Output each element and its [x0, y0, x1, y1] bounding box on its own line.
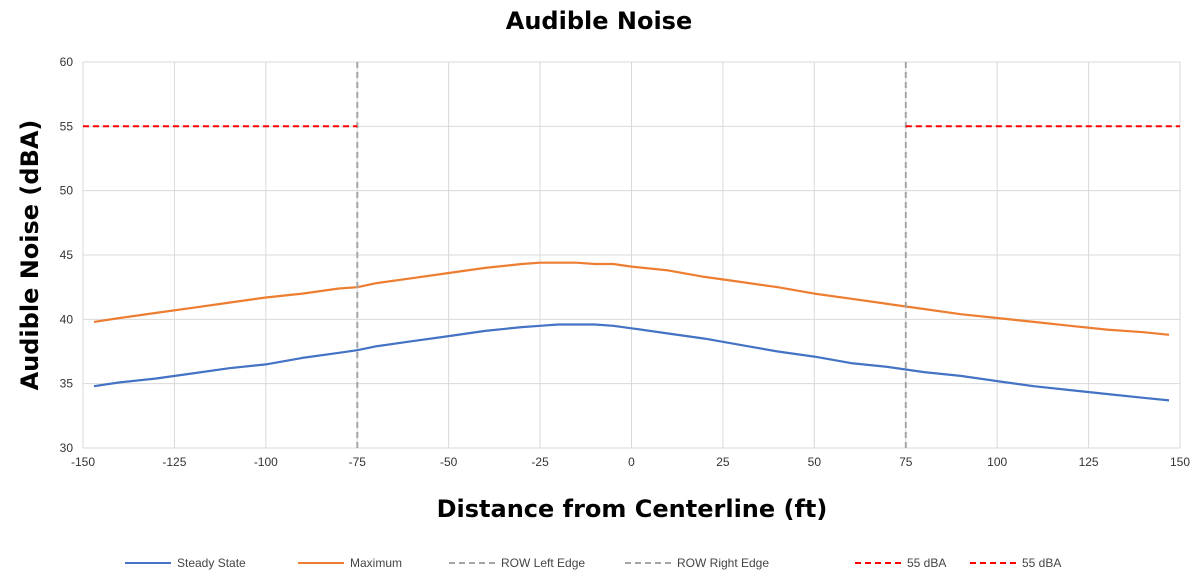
legend-label: 55 dBA: [907, 556, 946, 570]
tick-labels: 30 35 40 45 50 55 60 -150 -125 -100 -75 -50 -25 0 25 50…: [60, 55, 1191, 469]
x-axis-title: Distance from Centerline (ft): [437, 495, 828, 523]
y-tick-label: 45: [60, 248, 74, 262]
x-tick-label: 125: [1079, 455, 1099, 469]
x-tick-label: -50: [440, 455, 458, 469]
legend-label: ROW Right Edge: [677, 556, 769, 570]
x-tick-label: -125: [162, 455, 186, 469]
x-tick-label: -150: [71, 455, 95, 469]
x-tick-label: 150: [1170, 455, 1190, 469]
x-tick-label: 50: [808, 455, 822, 469]
legend-label: 55 dBA: [1022, 556, 1061, 570]
plot-series: [83, 62, 1180, 448]
x-tick-label: -25: [531, 455, 549, 469]
y-tick-label: 30: [60, 441, 74, 455]
x-tick-label: 25: [716, 455, 730, 469]
y-tick-label: 40: [60, 312, 74, 326]
y-axis-title: Audible Noise (dBA): [16, 120, 44, 391]
legend-label: Steady State: [177, 556, 246, 570]
x-tick-label: -100: [254, 455, 278, 469]
chart-title: Audible Noise: [506, 7, 692, 35]
x-tick-label: 100: [987, 455, 1007, 469]
series-line: [93, 261, 1170, 336]
gridlines: [82, 61, 1181, 449]
y-tick-label: 50: [60, 184, 74, 198]
x-tick-label: 0: [628, 455, 635, 469]
legend: Steady State Maximum ROW Left Edge ROW Righ…: [125, 556, 1061, 570]
y-tick-label: 55: [60, 119, 74, 133]
legend-label: ROW Left Edge: [501, 556, 585, 570]
legend-label: Maximum: [350, 556, 402, 570]
series-line: [93, 323, 1170, 402]
x-tick-label: -75: [349, 455, 367, 469]
y-tick-label: 35: [60, 377, 74, 391]
x-tick-label: 75: [899, 455, 913, 469]
y-tick-label: 60: [60, 55, 74, 69]
